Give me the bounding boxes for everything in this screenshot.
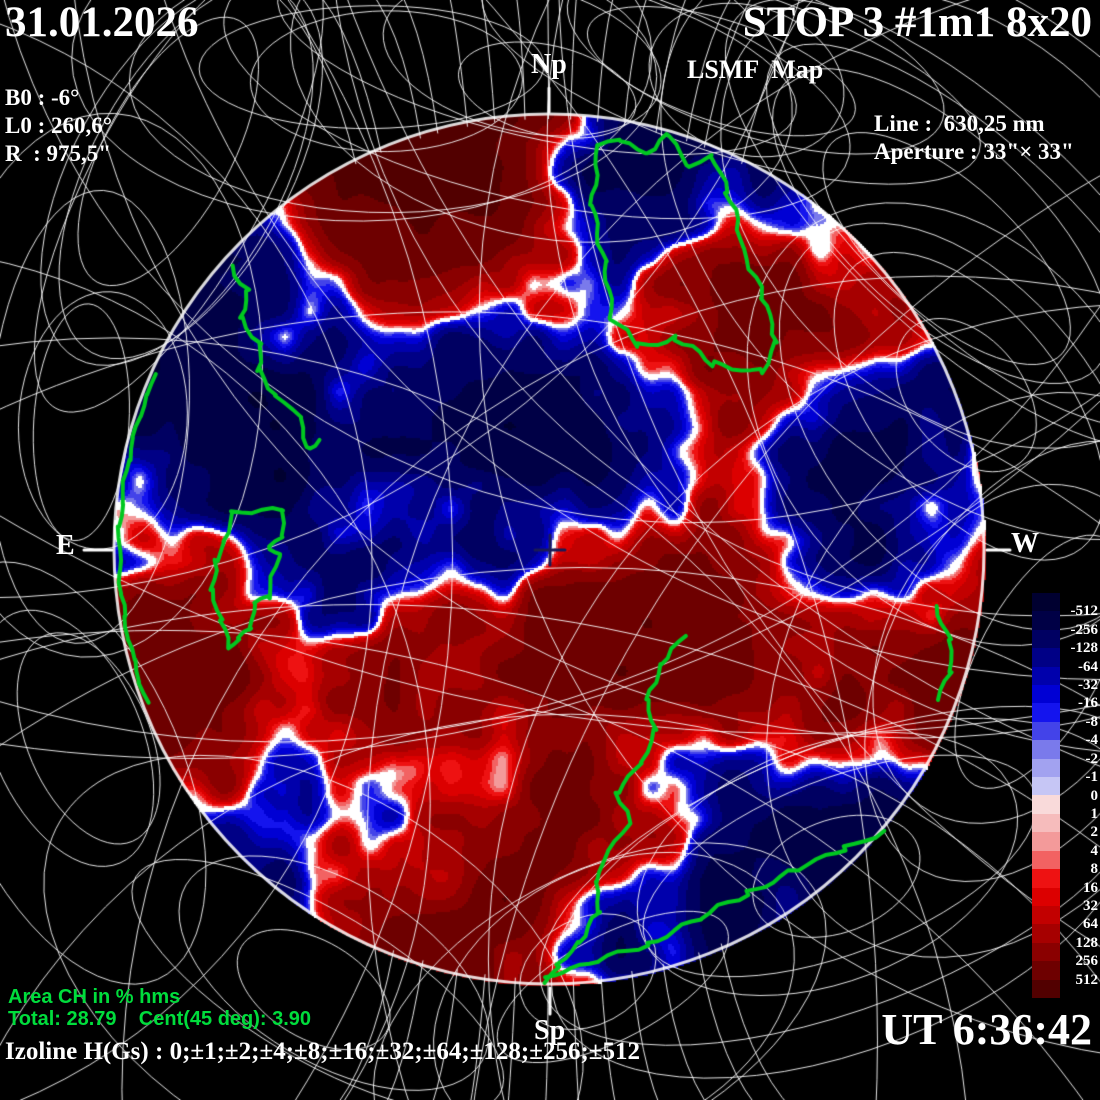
spectral-line-label: Line : 630,25 nm [874,111,1045,136]
l0-angle-label: L0 : 260,6° [5,113,112,138]
colorbar-cell [1032,629,1060,649]
colorbar-level-label: 2 [1090,824,1099,841]
colorbar-level-label: -4 [1085,732,1099,749]
colorbar-cell [1032,758,1060,778]
colorbar-level-label: 32 [1083,897,1098,914]
colorbar-cell [1032,979,1060,998]
colorbar-cell [1032,648,1060,667]
aperture-label: Aperture : 33"× 33" [874,139,1074,164]
map-type-label: LSMF Map [687,55,824,84]
colorbar-level-label: 8 [1090,861,1099,878]
date-label: 31.01.2026 [5,0,199,46]
colorbar-level-label: -16 [1078,695,1098,712]
colorbar-cell [1032,961,1060,980]
colorbar-level-label: -512 [1070,603,1099,620]
colorbar-cell [1032,942,1060,962]
south-pole-label: Sp [534,1015,566,1046]
colorbar-cell [1032,740,1060,759]
colorbar-cell [1032,905,1060,925]
colorbar-level-label: 256 [1075,953,1099,970]
area-ch-values: Total: 28.79 Cent(45 deg): 3.90 [8,1008,312,1030]
instrument-title: STOP 3 #1m1 8x20 [742,0,1092,46]
colorbar-cell [1032,593,1060,612]
colorbar-cell [1032,611,1060,630]
north-pole-label: Np [531,49,567,80]
colorbar-level-label: -64 [1078,658,1098,675]
colorbar-cell [1032,887,1060,906]
colorbar [1032,593,1060,998]
area-ch-title: Area CH in % hms [8,986,181,1008]
colorbar-level-label: -256 [1070,621,1099,638]
colorbar-level-label: 4 [1090,842,1099,859]
colorbar-cell [1032,869,1060,888]
colorbar-level-label: 0 [1090,787,1099,804]
solar-radius-label: R : 975,5" [5,141,112,166]
colorbar-level-label: 128 [1075,934,1099,951]
colorbar-level-label: 1 [1090,805,1099,822]
universal-time-label: UT 6:36:42 [881,1005,1092,1054]
colorbar-cell [1032,685,1060,704]
colorbar-level-label: -32 [1078,677,1098,694]
colorbar-cell [1032,924,1060,943]
colorbar-level-label: -1 [1085,769,1099,786]
west-label: W [1011,528,1039,559]
izoline-levels-label: Izoline H(Gs) : 0;±1;±2;±4;±8;±16;±32;±6… [5,1038,641,1065]
colorbar-cell [1032,832,1060,851]
b0-angle-label: B0 : -6° [5,85,80,110]
colorbar-cell [1032,721,1060,741]
colorbar-level-label: -128 [1070,640,1099,657]
east-label: E [56,530,75,561]
colorbar-level-label: 512 [1075,971,1099,988]
colorbar-level-label: 16 [1083,879,1098,896]
colorbar-cell [1032,795,1060,814]
colorbar-cell [1032,666,1060,686]
colorbar-level-label: -8 [1085,713,1099,730]
colorbar-cell [1032,703,1060,722]
colorbar-level-label: -2 [1085,750,1099,767]
colorbar-cell [1032,777,1060,796]
colorbar-level-label: 64 [1083,916,1098,933]
colorbar-cell [1032,813,1060,833]
colorbar-cell [1032,850,1060,870]
